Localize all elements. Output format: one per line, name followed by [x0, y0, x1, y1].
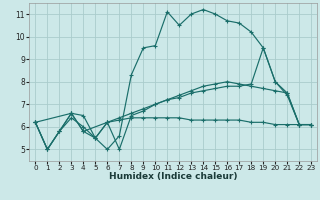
X-axis label: Humidex (Indice chaleur): Humidex (Indice chaleur): [109, 172, 237, 181]
